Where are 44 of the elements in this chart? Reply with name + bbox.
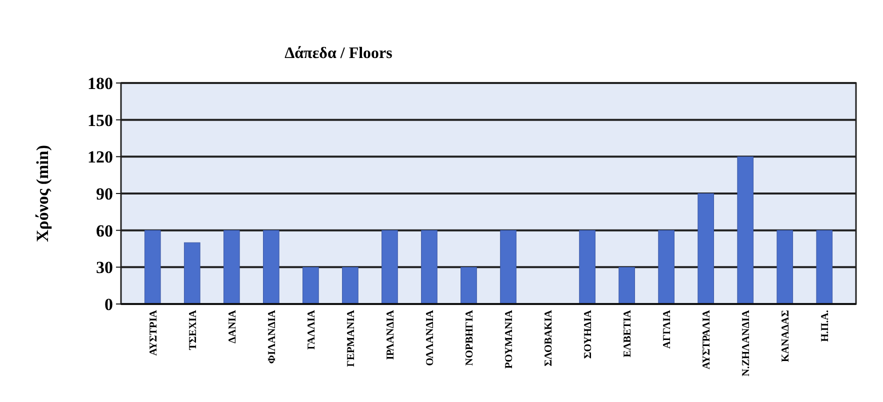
- x-tick-label: ΙΡΛΑΝΔΙΑ: [385, 310, 396, 360]
- bar: [184, 242, 200, 304]
- bar: [263, 230, 280, 304]
- x-tick-label: ΚΑΝΑΔΑΣ: [780, 310, 792, 362]
- chart-title: Δάπεδα / Floors: [284, 45, 392, 62]
- y-tick-label: 30: [96, 258, 113, 278]
- x-tick-label: ΦΙΛΑΝΔΙΑ: [266, 310, 278, 364]
- bar: [579, 230, 596, 304]
- bar: [698, 193, 714, 304]
- y-tick-label: 120: [88, 148, 113, 167]
- x-tick-label: ΣΟΥΗΔΙΑ: [582, 310, 594, 359]
- y-tick-label: 90: [96, 184, 113, 204]
- bar: [421, 230, 438, 304]
- x-tick-label: ΔΑΝΙΑ: [227, 310, 238, 344]
- bar: [776, 230, 794, 304]
- x-tick-label: ΤΣΕΧΙΑ: [188, 310, 199, 350]
- x-tick-label: ΓΕΡΜΑΝΙΑ: [346, 310, 357, 367]
- x-tick-label: ΑΥΣΤΡΙΑ: [148, 310, 160, 356]
- bar: [382, 230, 398, 304]
- x-tick-label: ΟΛΛΑΝΔΙΑ: [424, 310, 436, 366]
- y-tick-label: 150: [88, 110, 113, 130]
- y-tick-label: 180: [88, 74, 113, 93]
- x-tick-label: ΡΟΥΜΑΝΙΑ: [504, 310, 515, 369]
- x-tick-label: ΣΛΟΒΑΚΙΑ: [543, 310, 554, 366]
- bar: [144, 230, 161, 304]
- bar: [302, 266, 319, 304]
- bar: [618, 266, 635, 304]
- bar: [460, 266, 477, 304]
- bar: [737, 156, 754, 304]
- x-tick-label: ΕΛΒΕΤΙΑ: [622, 310, 634, 358]
- x-tick-label: ΓΑΛΛΙΑ: [306, 310, 318, 350]
- bar: [223, 230, 240, 304]
- y-tick-label: 0: [104, 294, 113, 314]
- x-tick-label: Η.Π.Α.: [820, 310, 832, 342]
- y-axis-title: Χρόνος (min): [33, 144, 52, 242]
- bar: [500, 230, 516, 304]
- x-tick-label: ΝΟΡΒΗΓΙΑ: [464, 310, 476, 366]
- bar: [658, 230, 674, 304]
- x-tick-label: Ν.ΖΗΛΑΝΔΙΑ: [741, 310, 752, 376]
- x-tick-label: ΑΓΓΛΙΑ: [662, 310, 673, 349]
- bar: [342, 266, 358, 304]
- x-tick-label: ΑΥΣΤΡΑΛΙΑ: [702, 310, 713, 370]
- y-tick-label: 60: [96, 221, 113, 240]
- bar: [816, 230, 833, 304]
